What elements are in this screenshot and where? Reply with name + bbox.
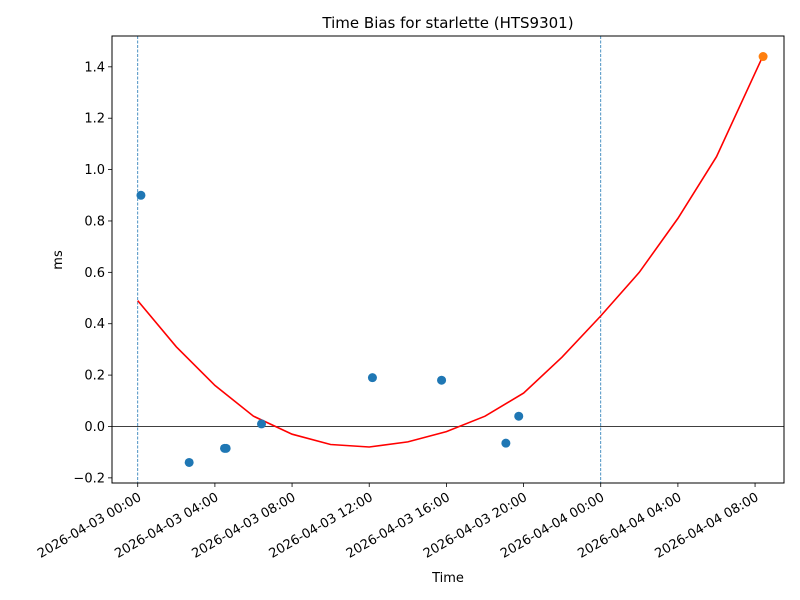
measured-point-0	[136, 190, 146, 200]
fit-curve-layer	[137, 58, 763, 448]
fit-curve-line	[137, 58, 763, 448]
measured-point-7	[501, 438, 511, 448]
y-axis-label: ms	[51, 250, 66, 270]
y-tick-label: −0.2	[73, 471, 105, 486]
measured-point-8	[514, 411, 524, 421]
points-layer	[136, 52, 768, 467]
plot-area	[111, 35, 785, 484]
measured-point-5	[367, 373, 377, 383]
measured-point-4	[257, 419, 267, 429]
reference-lines	[112, 36, 784, 483]
y-tick-label: 1.2	[84, 112, 105, 127]
measured-point-3	[221, 443, 231, 453]
plot-frame	[112, 36, 784, 483]
y-tick-label: 1.0	[84, 163, 105, 178]
predicted-point-0	[758, 52, 768, 62]
y-tick-label: 0.4	[84, 317, 105, 332]
plot-border	[111, 35, 785, 484]
measured-point-1	[184, 457, 194, 467]
chart-title: Time Bias for starlette (HTS9301)	[321, 14, 573, 32]
measured-point-6	[437, 375, 447, 385]
y-tick-label: 0.8	[84, 214, 105, 229]
y-axis: −0.2 0.0 0.2 0.4 0.6 0.8 1.0 1.2 1.4	[73, 60, 112, 486]
y-tick-label: 0.2	[84, 369, 105, 384]
y-tick-label: 0.6	[84, 266, 105, 281]
x-axis-label: Time	[431, 571, 464, 586]
y-tick-label: 0.0	[84, 420, 105, 435]
y-tick-label: 1.4	[84, 60, 105, 75]
